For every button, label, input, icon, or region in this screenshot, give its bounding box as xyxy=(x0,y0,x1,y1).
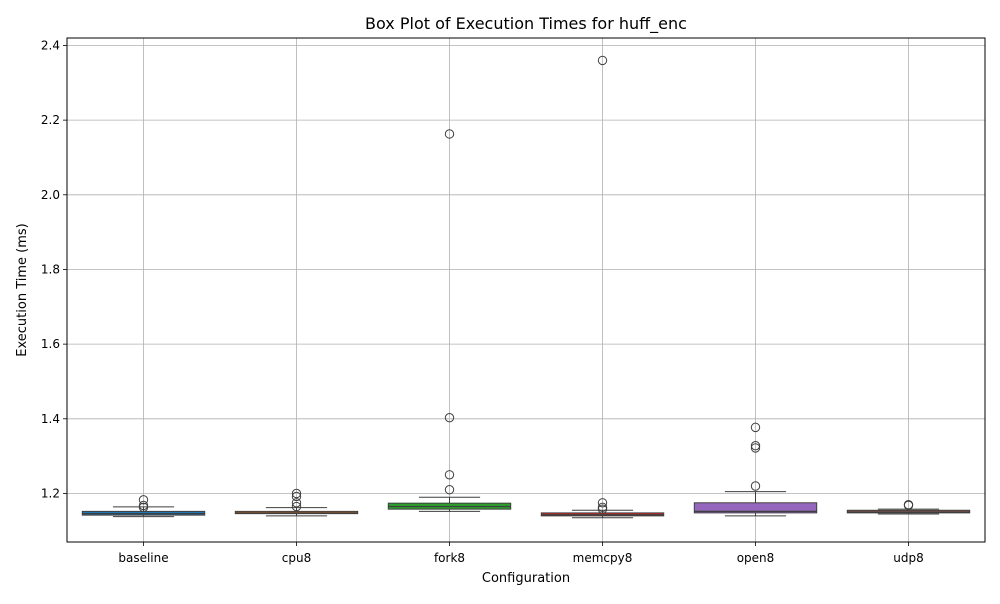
box-group-open8 xyxy=(693,422,818,517)
x-tick-label: udp8 xyxy=(893,551,923,565)
outlier-point xyxy=(444,129,455,139)
outlier-point xyxy=(291,498,302,508)
iqr-box xyxy=(693,502,818,514)
axis-ticks: 1.2 1.4 1.6 1.8 2.0 2.2 2.4 baseline cpu8 fork8 me… xyxy=(41,38,924,565)
y-tick-label: 2.4 xyxy=(41,38,60,52)
outlier-point xyxy=(444,412,455,423)
x-tick-label: cpu8 xyxy=(282,551,311,565)
outlier-point xyxy=(750,422,761,433)
outlier-point xyxy=(291,501,302,512)
x-axis-label: Configuration xyxy=(482,571,570,586)
chart-title: Box Plot of Execution Times for huff_enc xyxy=(365,14,687,34)
y-tick-label: 2.0 xyxy=(41,188,60,202)
y-tick-label: 2.2 xyxy=(41,113,60,127)
plot-marks xyxy=(81,55,971,519)
x-tick-label: open8 xyxy=(737,551,775,565)
outlier-point xyxy=(444,485,455,495)
plot-frame xyxy=(66,37,986,543)
outlier-point xyxy=(138,495,149,505)
outlier-point xyxy=(291,491,302,502)
grid-lines xyxy=(67,38,985,542)
box-group-memcpy8 xyxy=(540,55,665,519)
outlier-point xyxy=(291,488,302,499)
x-tick-label: baseline xyxy=(118,551,168,565)
outlier-point xyxy=(597,55,608,66)
box-group-cpu8 xyxy=(234,488,359,517)
y-tick-label: 1.2 xyxy=(41,486,60,500)
y-tick-label: 1.8 xyxy=(41,262,60,276)
y-tick-label: 1.6 xyxy=(41,337,60,351)
y-tick-label: 1.4 xyxy=(41,412,60,426)
outlier-point xyxy=(903,500,914,511)
outlier-point xyxy=(138,502,149,512)
outlier-point xyxy=(750,481,761,491)
outlier-point xyxy=(750,440,761,451)
outlier-point xyxy=(750,443,761,453)
x-tick-label: fork8 xyxy=(434,551,465,565)
x-tick-label: memcpy8 xyxy=(573,551,633,565)
outlier-point xyxy=(597,504,608,514)
box-group-baseline xyxy=(81,495,206,518)
y-axis-label: Execution Time (ms) xyxy=(15,223,30,356)
outlier-point xyxy=(597,498,608,508)
outlier-point xyxy=(444,470,455,480)
box-group-udp8 xyxy=(846,499,971,515)
box-group-fork8 xyxy=(387,129,512,512)
